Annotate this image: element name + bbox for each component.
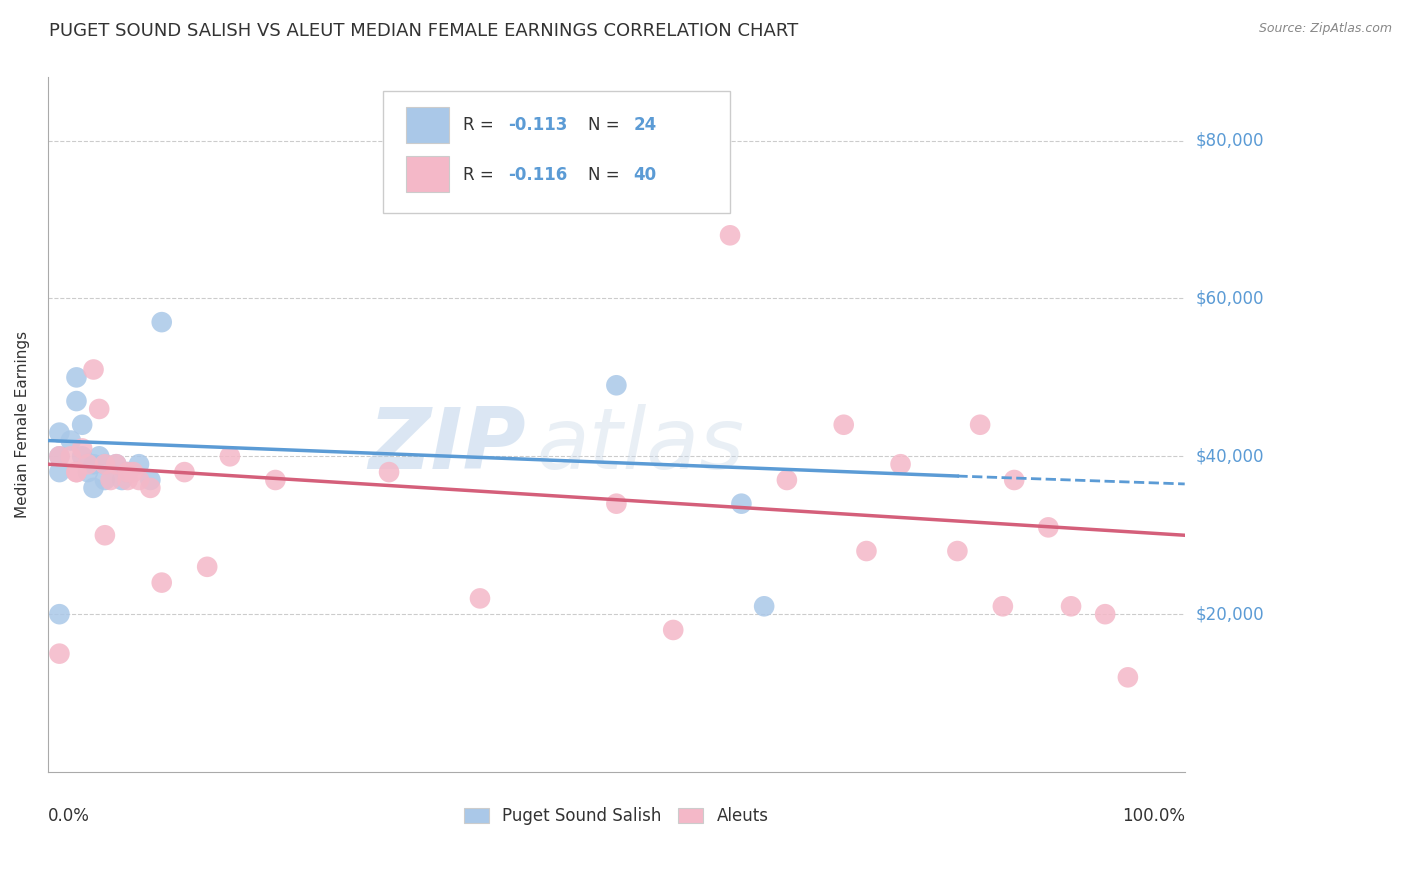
Point [718, 228, 741, 243]
Point [70, 442, 93, 456]
Point [76, 457, 98, 471]
Point [89, 401, 111, 416]
Text: $80,000: $80,000 [1197, 132, 1264, 150]
Point [94, 457, 117, 471]
Point [70, 417, 93, 432]
Point [1038, 520, 1060, 534]
Text: PUGET SOUND SALISH VS ALEUT MEDIAN FEMALE EARNINGS CORRELATION CHART: PUGET SOUND SALISH VS ALEUT MEDIAN FEMAL… [49, 22, 799, 40]
Point [150, 315, 173, 329]
Point [969, 417, 991, 432]
Point [89, 450, 111, 464]
Point [59, 434, 82, 448]
Text: N =: N = [588, 116, 624, 134]
Point [855, 544, 877, 558]
Point [83, 362, 105, 376]
Point [48, 465, 70, 479]
Legend: Puget Sound Salish, Aleuts: Puget Sound Salish, Aleuts [456, 798, 778, 833]
Point [150, 575, 173, 590]
Point [65, 465, 87, 479]
Text: -0.113: -0.113 [509, 116, 568, 134]
Point [991, 599, 1014, 614]
Point [776, 473, 799, 487]
Point [1060, 599, 1083, 614]
Point [128, 457, 150, 471]
Point [94, 473, 117, 487]
Point [946, 544, 969, 558]
Point [94, 528, 117, 542]
Text: 24: 24 [634, 116, 657, 134]
Point [139, 473, 162, 487]
Point [100, 473, 122, 487]
Point [48, 607, 70, 622]
Y-axis label: Median Female Earnings: Median Female Earnings [15, 331, 30, 518]
Point [59, 450, 82, 464]
Point [219, 450, 242, 464]
FancyBboxPatch shape [384, 91, 730, 213]
Point [832, 417, 855, 432]
Point [378, 465, 401, 479]
Point [605, 497, 627, 511]
FancyBboxPatch shape [406, 156, 450, 192]
Point [1002, 473, 1025, 487]
Point [105, 457, 128, 471]
Point [173, 465, 195, 479]
Text: ZIP: ZIP [368, 404, 526, 487]
Text: 40: 40 [634, 166, 657, 184]
Text: R =: R = [463, 166, 499, 184]
Point [730, 497, 752, 511]
Point [1094, 607, 1116, 622]
Point [65, 394, 87, 409]
Point [117, 465, 139, 479]
Point [605, 378, 627, 392]
Point [122, 465, 145, 479]
Point [65, 465, 87, 479]
Point [195, 559, 218, 574]
Text: R =: R = [463, 116, 499, 134]
Text: $20,000: $20,000 [1197, 605, 1264, 624]
Point [752, 599, 775, 614]
Point [890, 457, 912, 471]
Point [1116, 670, 1139, 684]
Point [83, 481, 105, 495]
Point [117, 473, 139, 487]
Point [139, 481, 162, 495]
Point [83, 457, 105, 471]
Point [48, 425, 70, 440]
Point [111, 473, 134, 487]
Point [48, 450, 70, 464]
Text: Source: ZipAtlas.com: Source: ZipAtlas.com [1258, 22, 1392, 36]
Point [48, 450, 70, 464]
Text: 100.0%: 100.0% [1122, 806, 1185, 825]
Text: -0.116: -0.116 [509, 166, 568, 184]
Text: 0.0%: 0.0% [48, 806, 90, 825]
Point [70, 450, 93, 464]
Text: N =: N = [588, 166, 624, 184]
FancyBboxPatch shape [406, 107, 450, 144]
Text: atlas: atlas [537, 404, 745, 487]
Point [128, 473, 150, 487]
Text: $40,000: $40,000 [1197, 447, 1264, 466]
Point [105, 457, 128, 471]
Point [94, 457, 117, 471]
Point [468, 591, 491, 606]
Point [662, 623, 685, 637]
Point [264, 473, 287, 487]
Point [117, 465, 139, 479]
Text: $60,000: $60,000 [1197, 289, 1264, 308]
Point [65, 370, 87, 384]
Point [76, 465, 98, 479]
Point [48, 647, 70, 661]
